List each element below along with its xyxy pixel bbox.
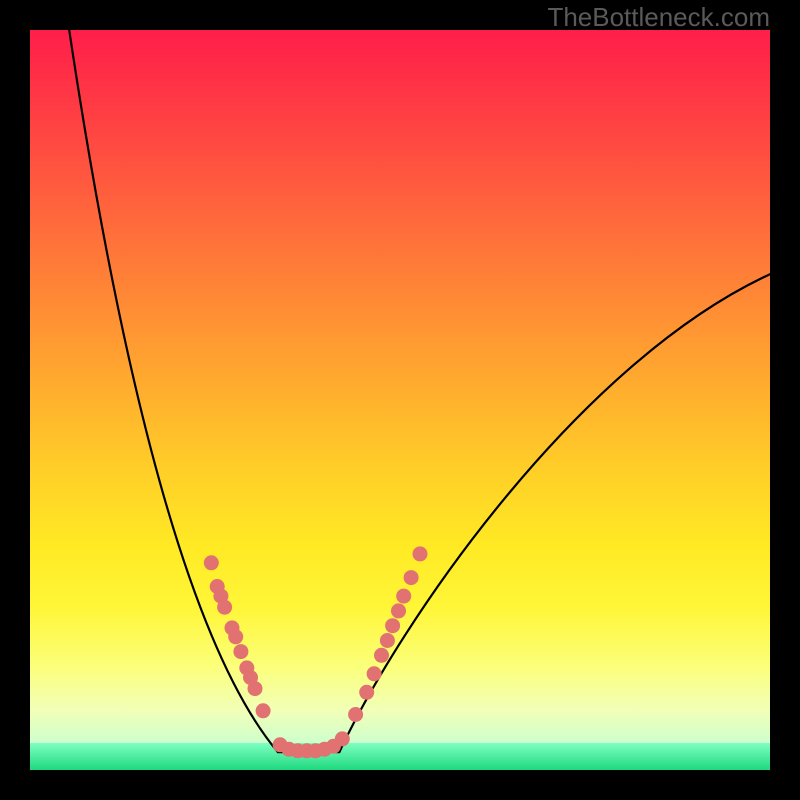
chart-stage: TheBottleneck.com [0, 0, 800, 800]
chart-green-strip [30, 743, 770, 770]
chart-gradient-background [30, 30, 770, 770]
watermark-text: TheBottleneck.com [547, 2, 770, 33]
